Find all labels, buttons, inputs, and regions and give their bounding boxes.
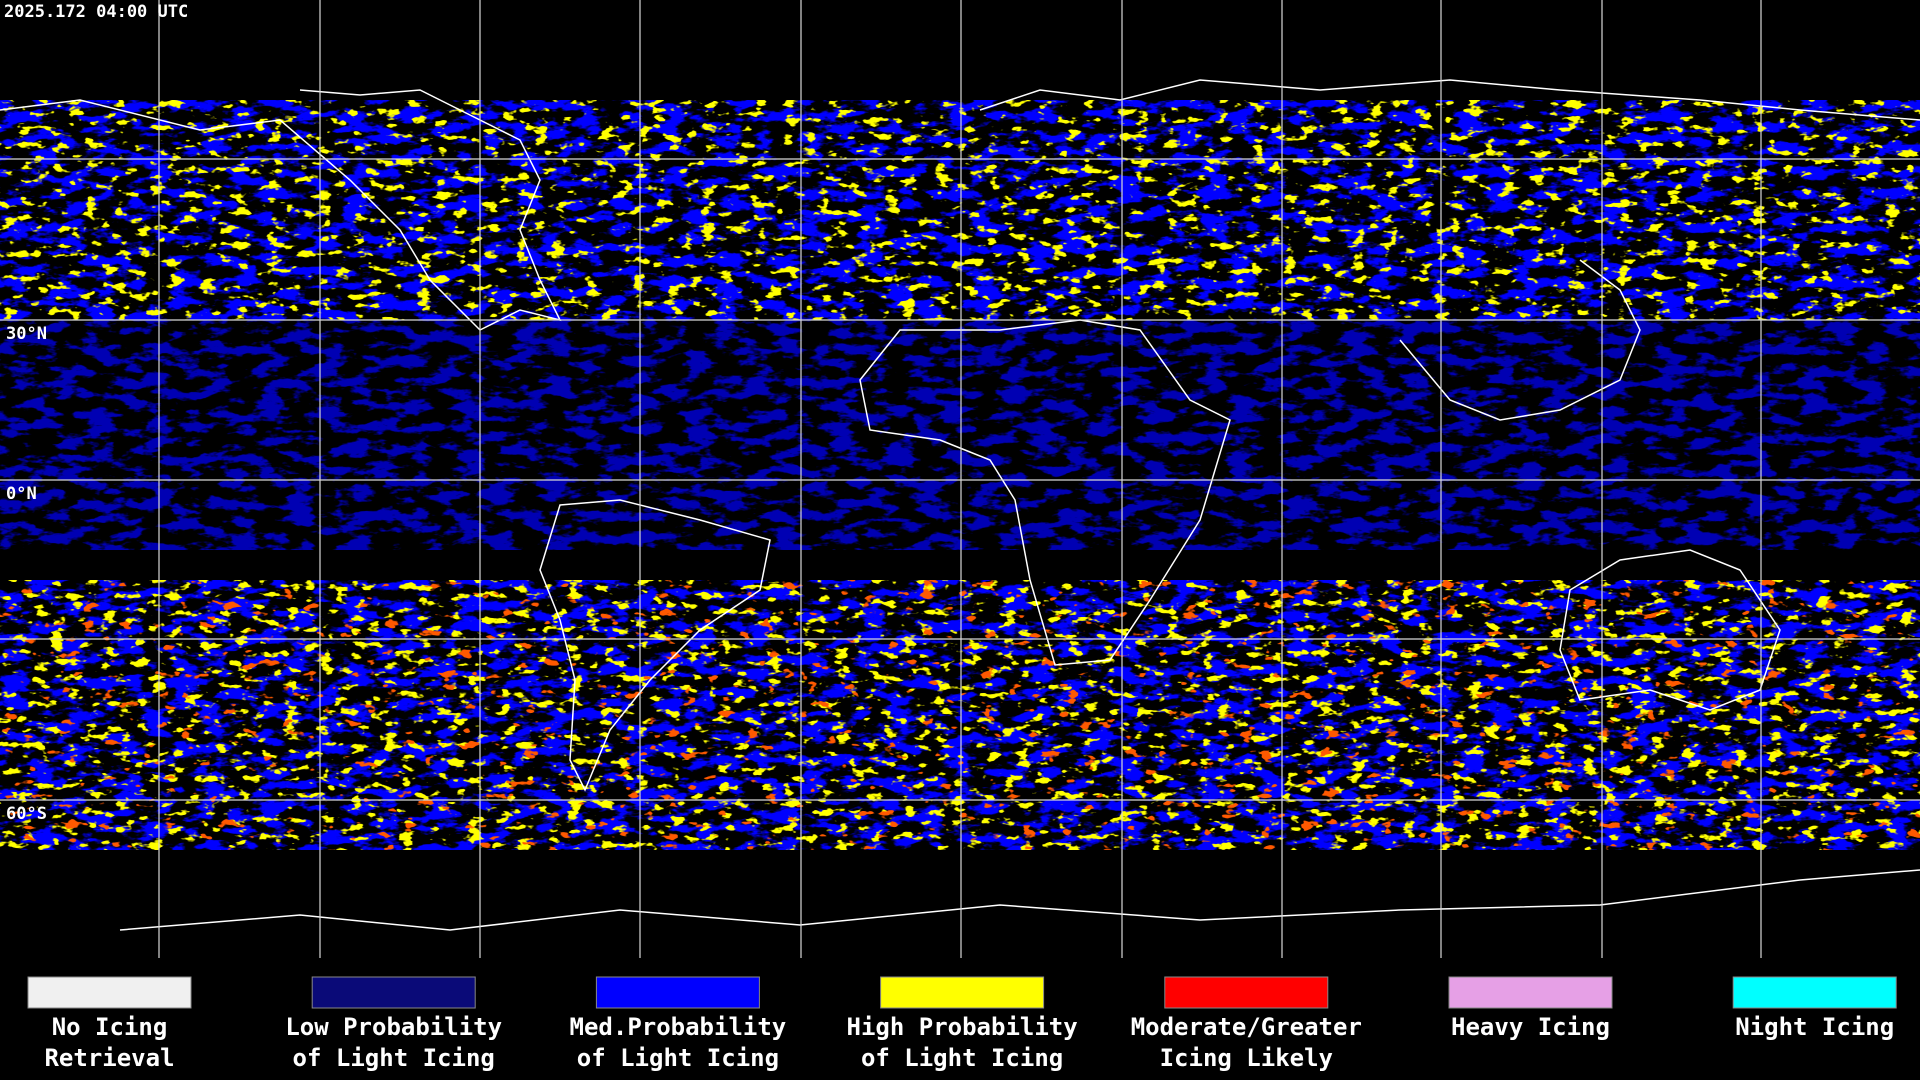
icing-field [0, 100, 1920, 850]
legend: No Icing Retrieval Low Probability of Light… [27, 976, 1897, 1072]
australia-outline [1559, 549, 1781, 711]
legend-label: Retrieval [44, 1044, 174, 1072]
legend-label: of Light Icing [861, 1044, 1063, 1072]
legend-label: Moderate/Greater [1131, 1013, 1362, 1041]
legend-swatch [1448, 976, 1613, 1009]
legend-label: Low Probability [285, 1013, 502, 1041]
legend-label: High Probability [847, 1013, 1078, 1041]
legend-swatch [311, 976, 476, 1009]
legend-label: Night Icing [1735, 1013, 1894, 1041]
north-america-outline [0, 89, 562, 331]
legend-label: Icing Likely [1160, 1044, 1333, 1072]
north-yellow [0, 100, 1920, 320]
eurasia-outline [979, 79, 1920, 421]
legend-swatch [1164, 976, 1329, 1009]
latitude-label: 30°N [6, 324, 47, 344]
legend-label: Heavy Icing [1451, 1013, 1610, 1041]
legend-swatch [27, 976, 192, 1009]
legend-swatch [595, 976, 760, 1009]
legend-label: of Light Icing [293, 1044, 495, 1072]
latitude-label: 60°S [6, 804, 47, 824]
south-america-outline [539, 499, 771, 792]
coastlines [0, 79, 1920, 931]
legend-swatch [1732, 976, 1897, 1009]
legend-swatch [880, 976, 1045, 1009]
latitude-label: 0°N [6, 484, 37, 504]
africa-outline [859, 319, 1231, 666]
antarctica-outline [119, 869, 1920, 931]
legend-label: Med.Probability [570, 1013, 787, 1041]
legend-label: of Light Icing [577, 1044, 779, 1072]
tropic-icing [0, 320, 1920, 550]
graticule [0, 0, 1920, 958]
legend-label: No Icing [52, 1013, 168, 1041]
south-red [0, 580, 1920, 850]
timestamp: 2025.172 04:00 UTC [4, 2, 188, 22]
